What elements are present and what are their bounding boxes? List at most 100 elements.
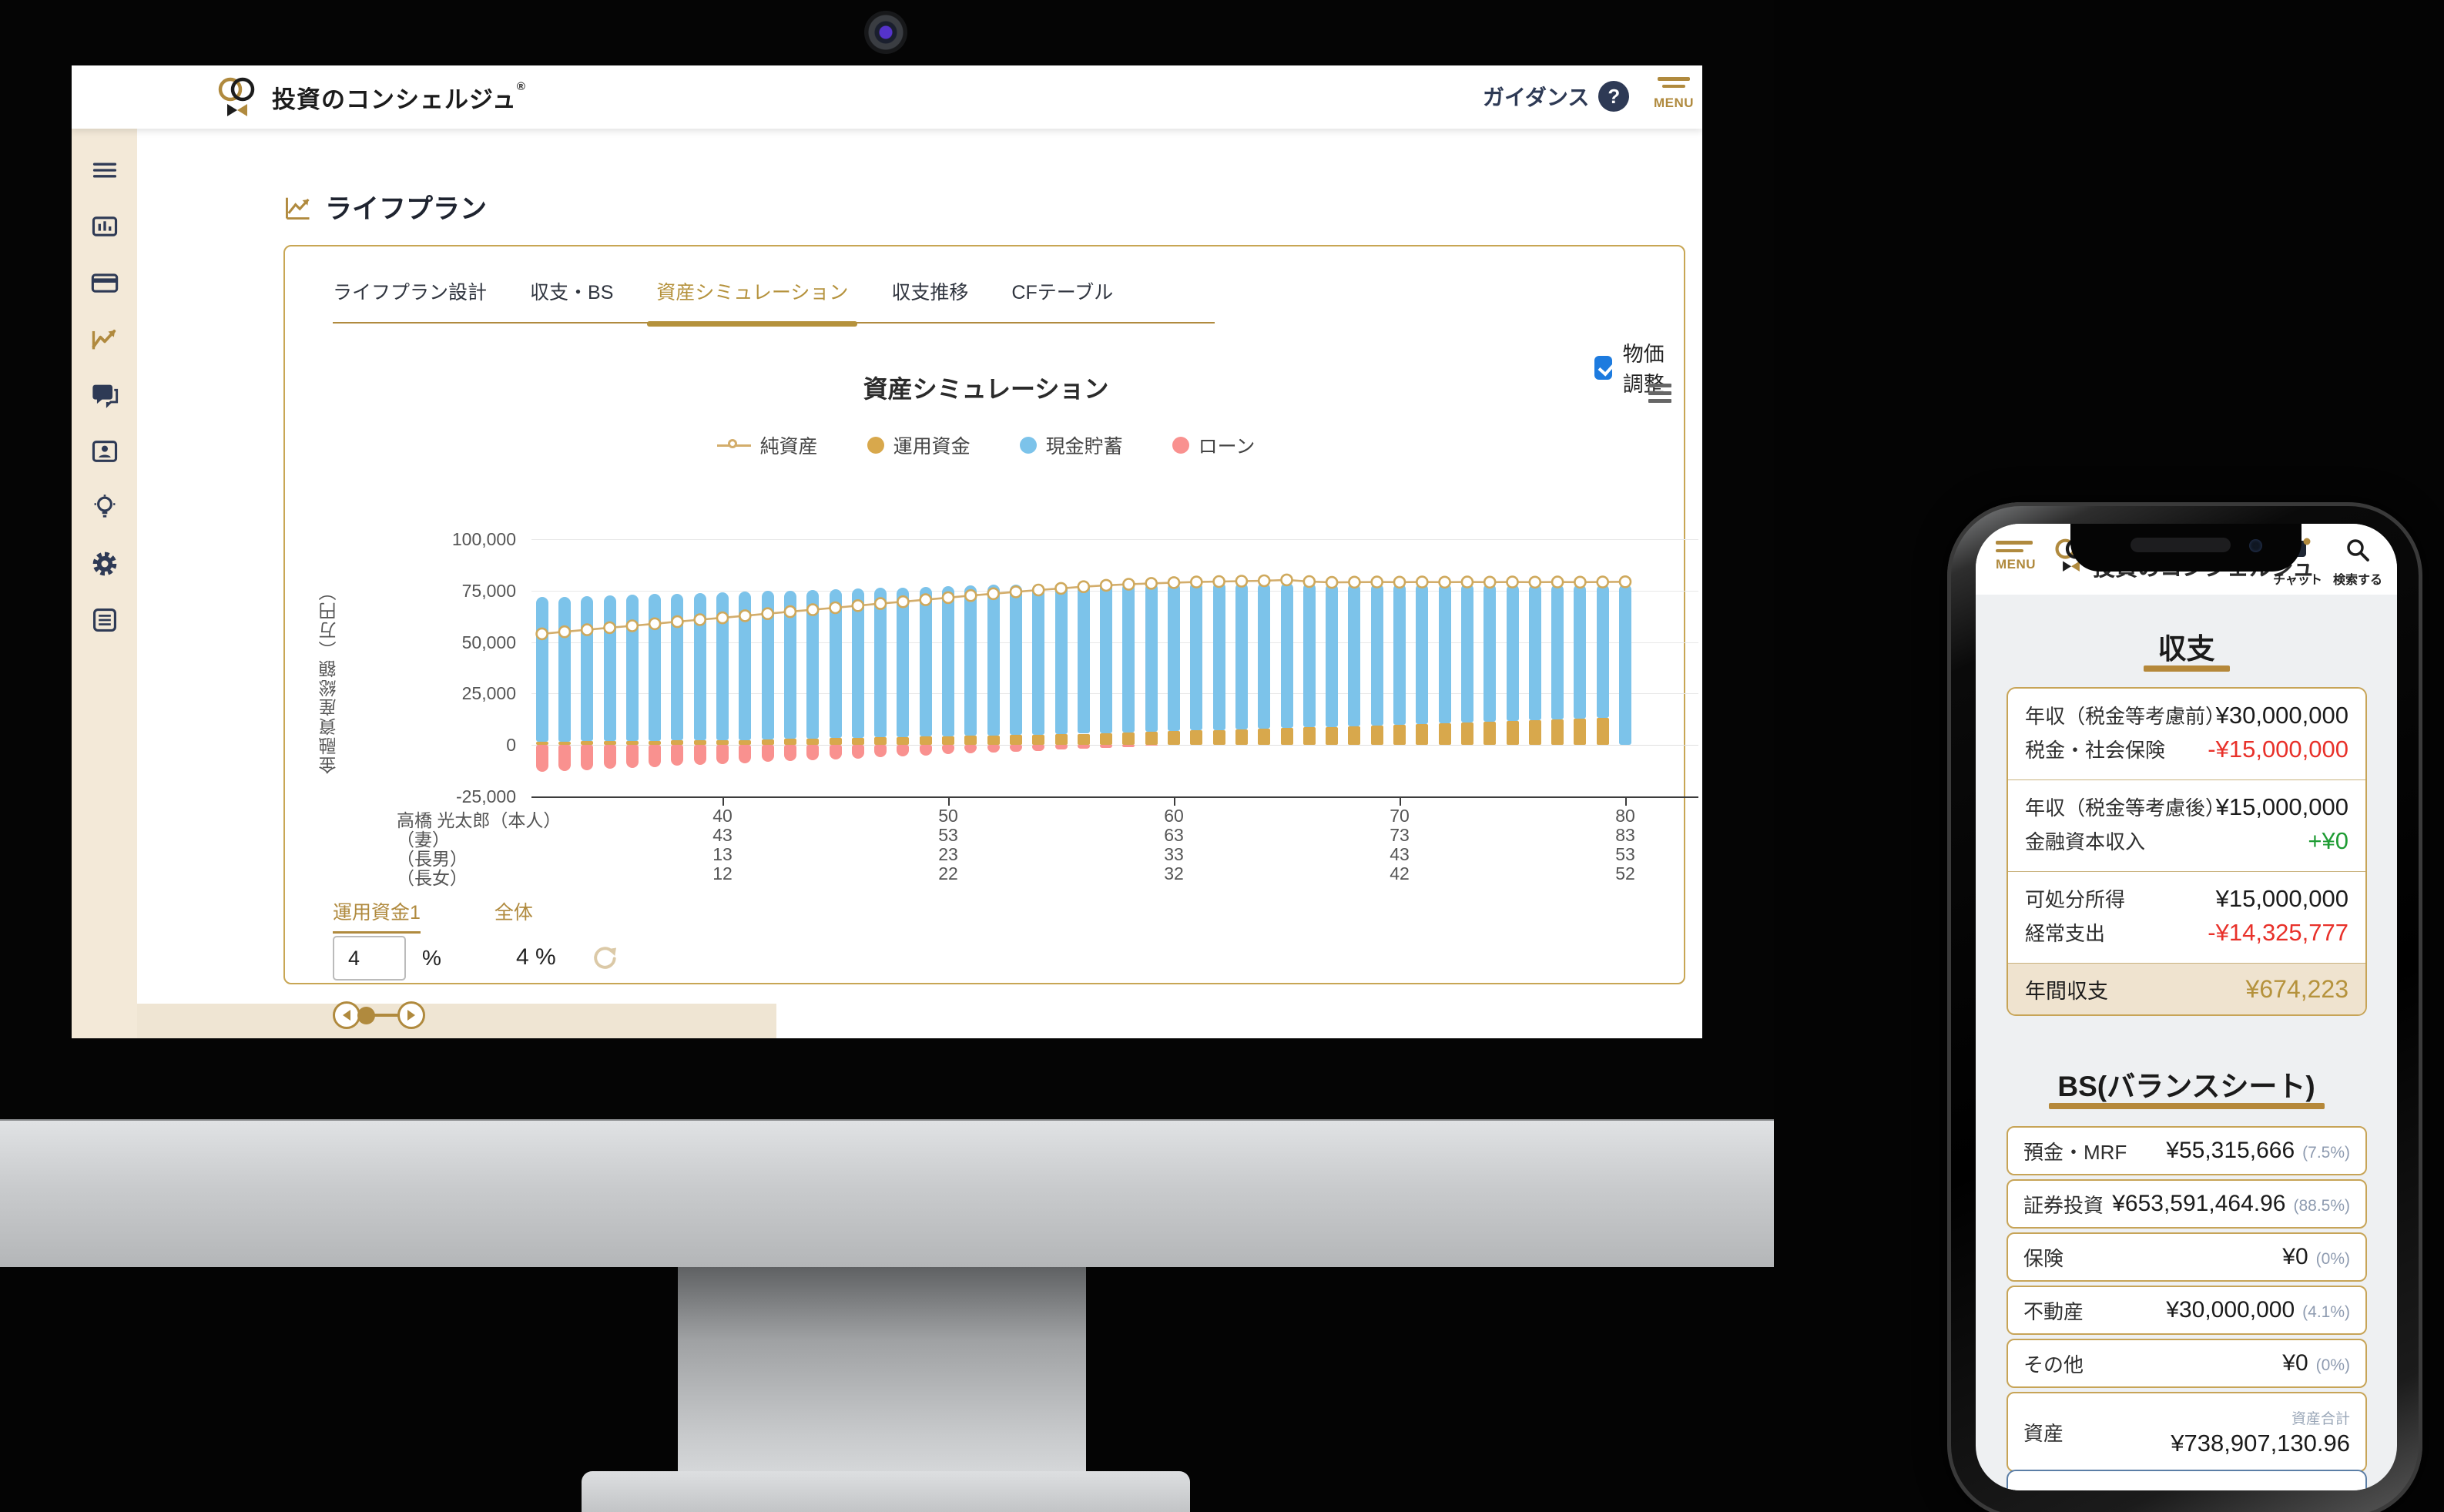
simulation-card: ライフプラン設計 収支・BS 資産シミュレーション 収支推移 CFテーブル 物価調整 資… <box>283 245 1698 1029</box>
bar-loan <box>874 745 887 758</box>
bar-cash <box>783 590 796 739</box>
bar-invest <box>783 739 796 746</box>
bar-loan <box>671 745 684 766</box>
slider-track <box>340 1014 417 1017</box>
bar-invest <box>897 736 910 746</box>
legend-item[interactable]: ローン <box>1172 431 1255 459</box>
income-row: 年収（税金等考慮後） ¥15,000,000 <box>2025 793 2348 826</box>
family-member-label: （長男） <box>397 849 468 869</box>
bs-total-sublabel: 資産合計 <box>2291 1410 2350 1427</box>
undo-icon[interactable] <box>589 940 622 976</box>
slider-handle[interactable] <box>357 1007 375 1024</box>
income-row-value: ¥30,000,000 <box>2215 702 2348 729</box>
x-axis-tick <box>948 798 950 806</box>
y-tick-label: 0 <box>506 735 516 756</box>
y-tick-label: 50,000 <box>461 632 516 652</box>
card-icon <box>91 273 118 293</box>
bar-loan <box>942 745 954 755</box>
bar-invest <box>1054 734 1068 746</box>
legend-item[interactable]: 運用資金 <box>867 431 971 459</box>
bar-loan <box>897 745 910 757</box>
bar-invest <box>1483 722 1497 746</box>
bar-cash <box>1438 583 1451 724</box>
bar-cash <box>1235 582 1248 729</box>
guidance-label: ガイダンス <box>1483 85 1590 109</box>
logo-rings-icon <box>218 77 255 116</box>
phone-search-button[interactable]: 検索する <box>2328 538 2387 588</box>
income-row-label: 可処分所得 <box>2025 888 2126 911</box>
bar-loan <box>964 745 977 754</box>
sidebar-item-card[interactable] <box>88 266 122 300</box>
bar-cash <box>1302 582 1316 728</box>
bar-cash <box>1483 583 1497 722</box>
sidebar-item-report[interactable] <box>88 603 122 637</box>
bs-row-value: ¥55,315,666 <box>2166 1138 2295 1163</box>
bar-invest <box>1506 721 1519 746</box>
bar-invest <box>942 736 954 746</box>
y-tick-label: 100,000 <box>451 529 516 549</box>
family-age-value: 12 <box>712 863 733 883</box>
bs-row: その他 ¥0 (0%) <box>2006 1339 2367 1388</box>
legend-item[interactable]: 純資産 <box>716 431 818 459</box>
bs-row-label: その他 <box>2023 1353 2084 1376</box>
next-section-card <box>2006 1470 2367 1490</box>
family-age-value: 43 <box>712 825 733 845</box>
x-axis-tick <box>1625 798 1627 806</box>
sidebar-item-idea[interactable] <box>88 491 122 525</box>
bar-cash <box>649 594 662 741</box>
sidebar-item-contact[interactable] <box>88 434 122 468</box>
bar-cash <box>1416 583 1429 725</box>
y-tick-label: 25,000 <box>461 683 516 704</box>
bar-loan <box>987 745 1000 753</box>
bar-loan <box>806 745 820 760</box>
income-row-label: 金融資本収入 <box>2025 830 2146 853</box>
bar-invest <box>693 740 706 746</box>
bs-row-values: ¥653,591,464.96 (88.5%) <box>2112 1191 2350 1217</box>
legend-item[interactable]: 現金貯蓄 <box>1019 431 1123 459</box>
brand-title: 投資のコンシェルジュ® <box>272 79 526 113</box>
family-age-value: 40 <box>712 806 733 826</box>
bar-cash <box>1619 584 1631 746</box>
question-icon: ? <box>1598 81 1630 112</box>
bs-row: 預金・MRF ¥55,315,666 (7.5%) <box>2006 1126 2367 1175</box>
rate-input[interactable] <box>333 936 406 981</box>
bar-loan <box>558 745 571 771</box>
price-adjust-checkbox[interactable] <box>1594 355 1612 380</box>
x-axis-tick <box>1400 798 1401 806</box>
sidebar-item-dashboard[interactable] <box>88 210 122 243</box>
income-row: 経常支出 -¥14,325,777 <box>2025 918 2348 952</box>
guidance-button[interactable]: ガイダンス ? <box>1483 81 1630 112</box>
tab-bar: ライフプラン設計 収支・BS 資産シミュレーション 収支推移 CFテーブル <box>333 277 1215 327</box>
income-row: 年収（税金等考慮前） ¥30,000,000 <box>2025 701 2348 735</box>
idea-icon <box>94 495 115 518</box>
income-row-value: +¥0 <box>2308 827 2348 854</box>
brand-logo[interactable]: 投資のコンシェルジュ® <box>213 76 526 118</box>
sidebar-item-chat[interactable] <box>88 378 122 412</box>
header-menu-button[interactable]: MENU <box>1643 73 1702 111</box>
bs-row-value: ¥653,591,464.96 <box>2112 1191 2286 1216</box>
subtab-overall[interactable]: 全体 <box>494 902 533 924</box>
tab-1[interactable]: ライフプラン設計 <box>333 282 488 303</box>
bar-cash <box>761 591 774 739</box>
subtab-fund1[interactable]: 運用資金1 <box>333 897 421 934</box>
bar-loan <box>1032 745 1045 751</box>
bar-invest <box>581 741 594 746</box>
sidebar-item-trend[interactable] <box>88 322 122 356</box>
sidebar-item-settings[interactable] <box>88 547 122 581</box>
x-axis-tick <box>1174 798 1175 806</box>
tab-3[interactable]: 資産シミュレーション <box>647 277 858 327</box>
bs-row: 資産 資産合計 ¥738,907,130.96 <box>2006 1392 2367 1472</box>
phone-menu-button[interactable]: MENU <box>1996 541 2036 572</box>
bar-invest <box>1596 717 1609 746</box>
bs-row-values: ¥0 (0%) <box>2282 1350 2350 1376</box>
chart-context-menu-icon[interactable] <box>1648 384 1671 407</box>
rate-slider[interactable] <box>333 1000 425 1031</box>
bar-invest <box>964 736 977 746</box>
tab-5[interactable]: CFテーブル <box>1011 282 1114 303</box>
tab-4[interactable]: 収支推移 <box>891 282 969 303</box>
slider-increment-button[interactable] <box>397 1001 425 1029</box>
tab-2[interactable]: 収支・BS <box>530 282 614 303</box>
bs-row-label: 資産 <box>2023 1421 2064 1445</box>
sidebar-item-menu[interactable] <box>88 153 122 187</box>
slider-decrement-button[interactable] <box>333 1001 360 1029</box>
